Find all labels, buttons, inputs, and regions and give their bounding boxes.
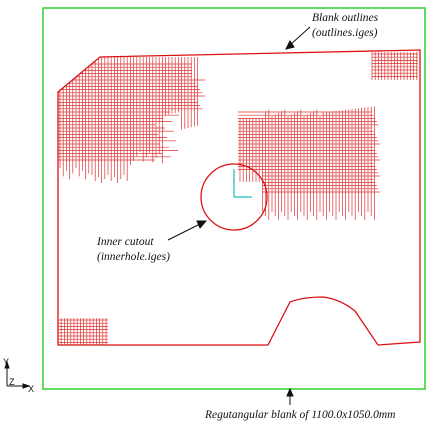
rectangular-blank <box>42 7 426 390</box>
outline-leader-arrowhead <box>285 40 295 50</box>
global-axis-triad <box>4 360 31 389</box>
blank-outlines-file-label: (outlines.iges) <box>312 27 378 39</box>
blank-outlines-label: Blank outlines <box>312 12 379 24</box>
blank-outline <box>57 49 421 346</box>
axis-z-label: Z <box>9 377 15 387</box>
axis-y-label: Y <box>3 357 9 367</box>
hatch-layer <box>57 52 418 345</box>
cutout-leader-arrowhead <box>196 220 208 229</box>
inner-cutout-circle <box>200 163 268 231</box>
leader-arrows <box>167 26 311 405</box>
outline-leader <box>289 26 311 46</box>
axis-x-label: X <box>28 384 34 394</box>
rectangular-blank-label: Regutangular blank of 1100.0x1050.0mm <box>204 409 395 421</box>
inner-cutout-label: Inner cutout <box>96 236 154 248</box>
inner-cutout-file-label: (innerhole.iges) <box>97 251 170 263</box>
cutout-leader <box>167 223 201 241</box>
blank-leader-arrowhead <box>286 387 294 397</box>
local-axes-icon <box>233 169 252 198</box>
